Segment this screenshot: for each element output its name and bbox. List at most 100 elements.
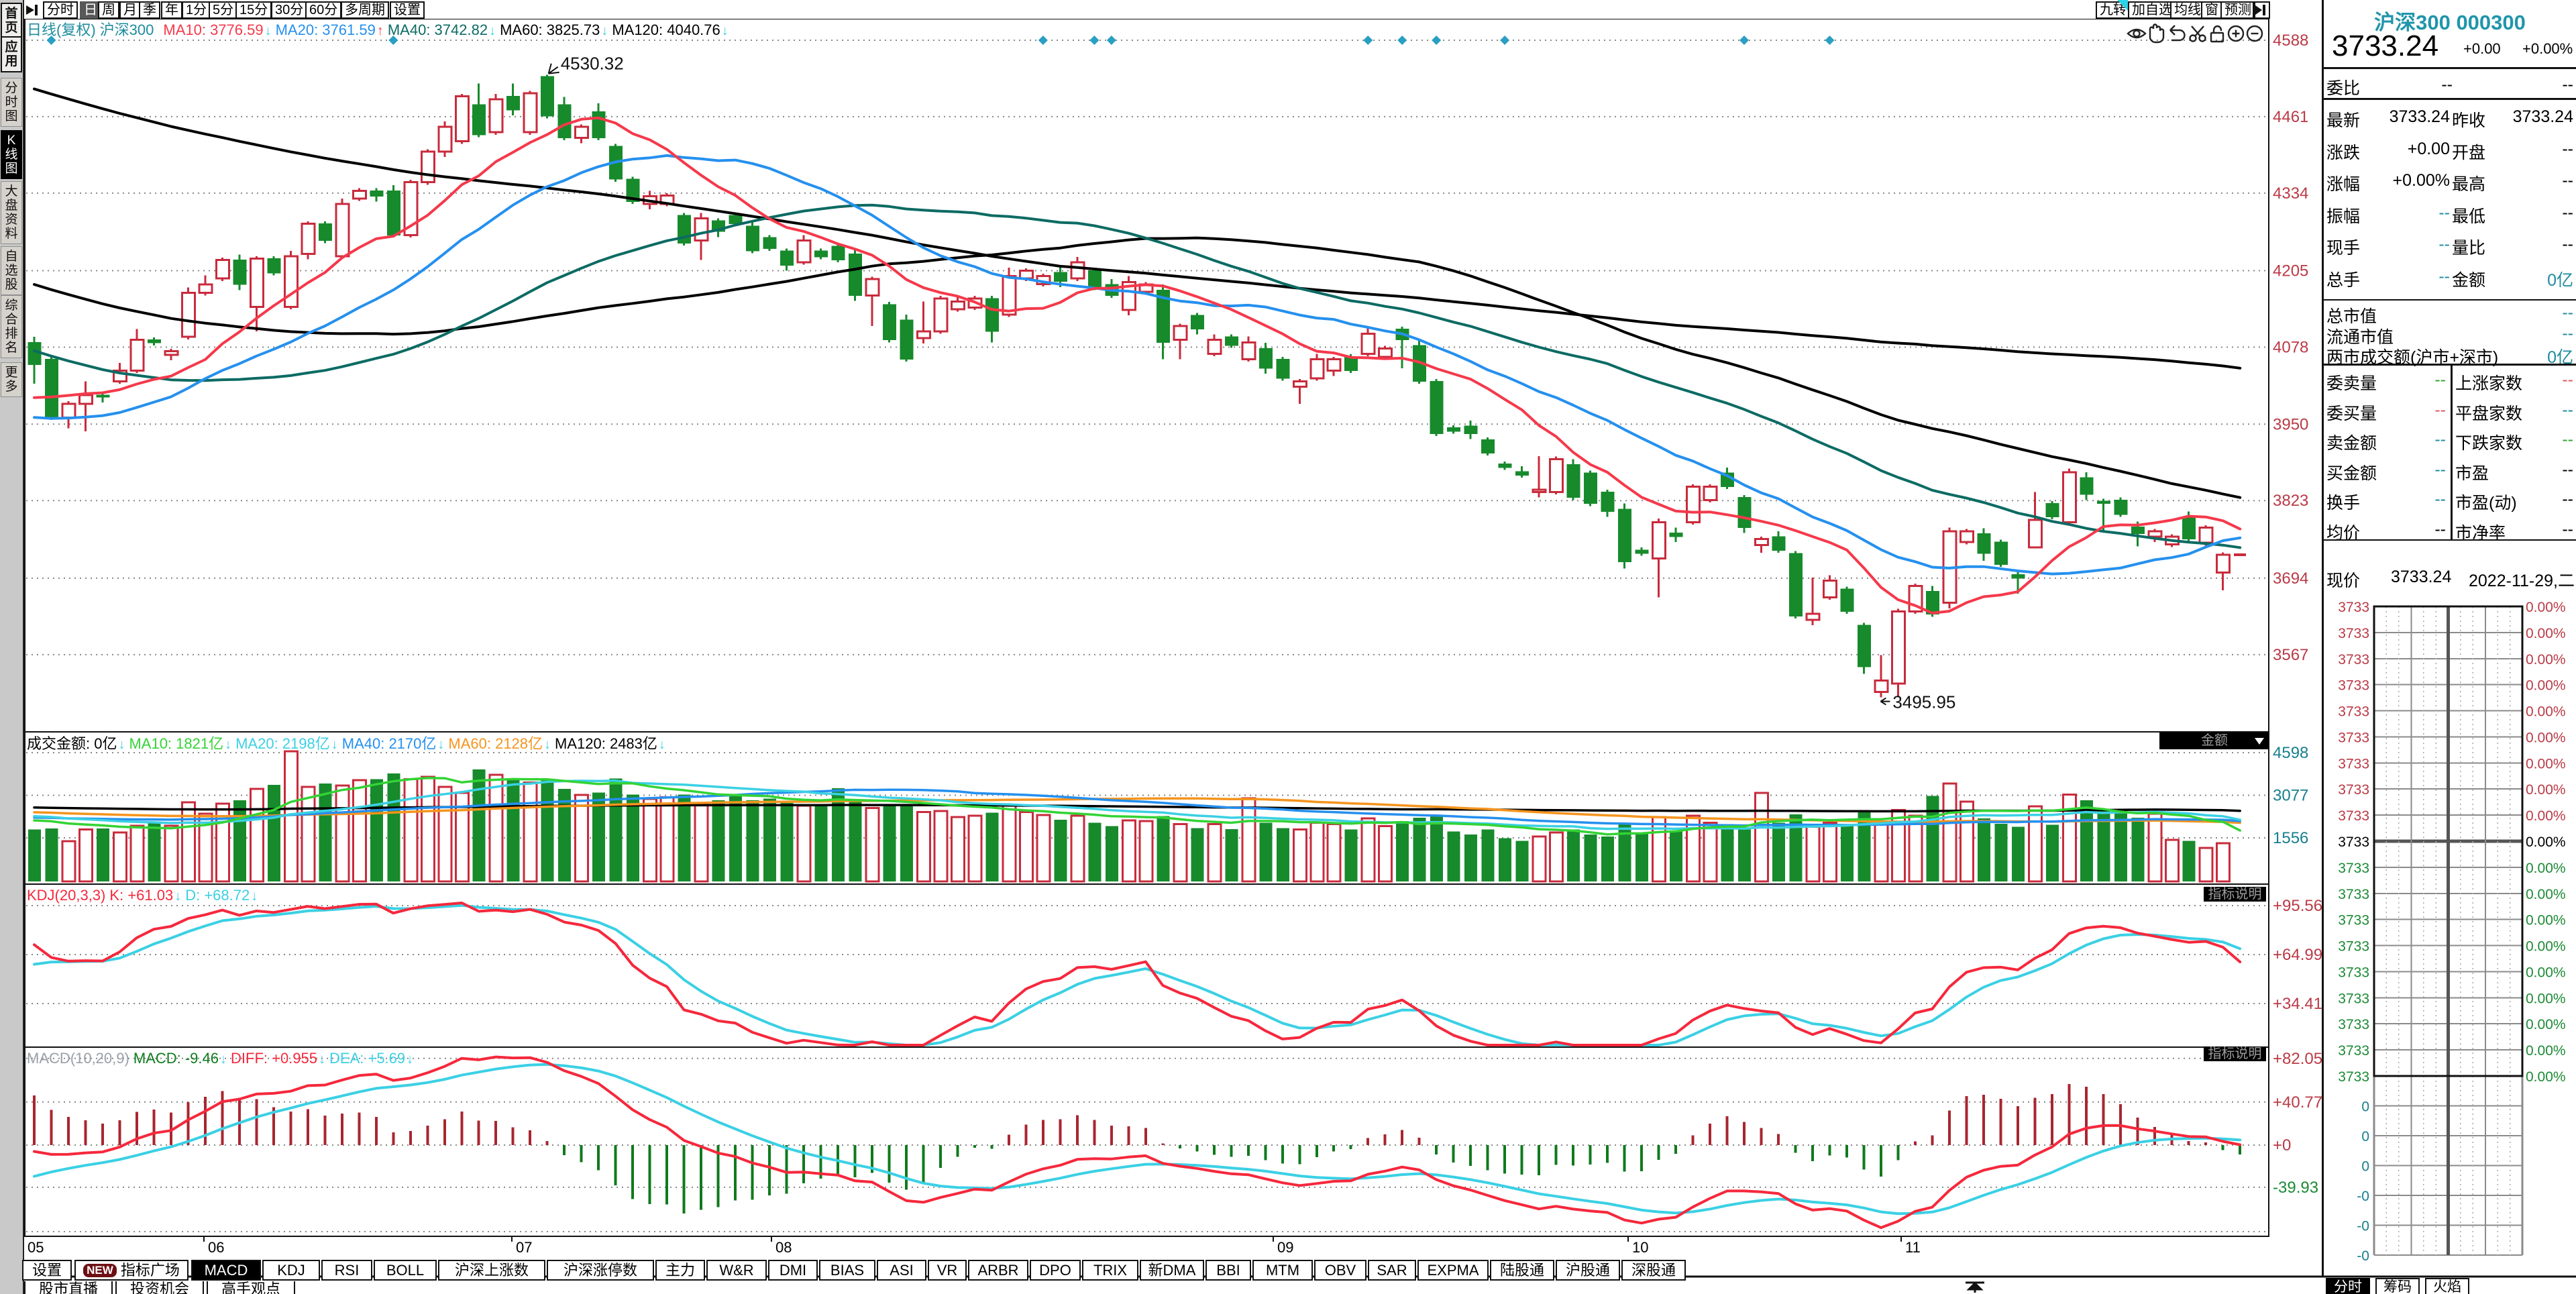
sidebar-item-K线图[interactable]: K线图 <box>1 130 22 179</box>
indicator-tab-ARBR[interactable]: ARBR <box>968 1260 1028 1281</box>
indicator-tab-OBV[interactable]: OBV <box>1314 1260 1366 1281</box>
period-tab-日[interactable]: 日 <box>80 1 101 19</box>
macd-indicator-help-button[interactable]: 指标说明 <box>2204 1046 2266 1061</box>
sidebar-item-大盘资料[interactable]: 大盘资料 <box>1 181 22 244</box>
volume-amount-dropdown[interactable]: 金额 <box>2159 733 2269 749</box>
period-tab-多周期[interactable]: 多周期 <box>341 1 389 19</box>
indicator-tab-ASI[interactable]: ASI <box>877 1260 926 1281</box>
period-tab-年[interactable]: 年 <box>161 1 182 19</box>
x-axis-year-11: 11 <box>1905 1239 1921 1256</box>
mini-intraday-chart[interactable]: 3733 0.00% 3733 0.00% 3733 0.00% 3733 0.00% 3733… <box>2338 600 2565 1264</box>
volume-bar-down <box>609 778 623 881</box>
period-tab-60分[interactable]: 60分 <box>305 1 342 19</box>
toolbar-button-均线[interactable]: 均线 <box>2170 1 2205 19</box>
indicator-tab-沪股通[interactable]: 沪股通 <box>1556 1260 1620 1281</box>
indicator-tab-BBI[interactable]: BBI <box>1205 1260 1251 1281</box>
sidebar-item-首页[interactable]: 首页 <box>1 3 22 39</box>
indicator-tab-BOLL[interactable]: BOLL <box>374 1260 437 1281</box>
volume-bar-up <box>523 781 538 883</box>
quote-label-振幅: 振幅 <box>2326 207 2361 226</box>
collapse-up-icon[interactable] <box>1966 1281 1984 1293</box>
bottom-link-高手观点[interactable]: 高手观点 <box>207 1281 295 1294</box>
indicator-tab-主力[interactable]: 主力 <box>655 1260 705 1281</box>
indicator-tab-EXPMA[interactable]: EXPMA <box>1417 1260 1489 1281</box>
toolbar-button-加自选[interactable]: 加自选 <box>2128 1 2176 19</box>
indicator-tab-沪深涨停数[interactable]: 沪深涨停数 <box>547 1260 654 1281</box>
indicator-tab-TRIX[interactable]: TRIX <box>1082 1260 1138 1281</box>
candle-body-up <box>249 258 264 308</box>
volume-bar-up <box>1002 804 1017 883</box>
zoom-in-icon[interactable] <box>2227 25 2245 42</box>
indicator-tab-VR[interactable]: VR <box>928 1260 967 1281</box>
sidebar-item-更多[interactable]: 更多 <box>1 362 22 397</box>
indicator-tab-W&R[interactable]: W&R <box>706 1260 767 1281</box>
candle-body-up <box>523 92 538 133</box>
hand-icon[interactable] <box>2149 23 2165 44</box>
lock-icon[interactable] <box>2210 25 2224 43</box>
candle-body-down <box>472 104 486 136</box>
volume-vma20-line <box>33 779 2241 830</box>
period-tab-季[interactable]: 季 <box>139 1 160 19</box>
sidebar-item-应用[interactable]: 应用 <box>1 36 22 72</box>
macd-item1-value: MACD: -9.46 <box>133 1050 219 1067</box>
mini-chart-tab-筹码[interactable]: 筹码 <box>2375 1278 2420 1294</box>
period-tab-周[interactable]: 周 <box>98 1 119 19</box>
period-tab-月[interactable]: 月 <box>119 1 141 19</box>
indicator-tab-SAR[interactable]: SAR <box>1368 1260 1416 1281</box>
scissors-icon[interactable] <box>2189 25 2206 42</box>
period-tab-5分[interactable]: 5分 <box>209 1 238 19</box>
jump-to-latest-icon[interactable] <box>2253 1 2270 19</box>
eye-icon[interactable] <box>2127 28 2147 39</box>
zoom-out-icon[interactable] <box>2246 25 2263 42</box>
skip-forward-icon[interactable] <box>24 1 42 19</box>
period-tab-1分[interactable]: 1分 <box>182 1 211 19</box>
indicator-plaza-tab[interactable]: NEW 指标广场 <box>74 1260 189 1281</box>
bottom-link-股市直播[interactable]: 股市直播 <box>24 1281 113 1294</box>
volume-bar-up <box>1942 782 1957 883</box>
indicator-tab-MTM[interactable]: MTM <box>1252 1260 1313 1281</box>
toolbar-button-预测[interactable]: 预测 <box>2220 1 2255 19</box>
period-tab-30分[interactable]: 30分 <box>271 1 308 19</box>
indicator-tab-沪深上涨数[interactable]: 沪深上涨数 <box>438 1260 545 1281</box>
axis-label: +40.77 <box>2273 1093 2322 1112</box>
volume-bar-up <box>1908 814 1923 883</box>
undo-icon[interactable] <box>2169 25 2186 42</box>
bottom-link-投资机会[interactable]: 投资机会 <box>115 1281 204 1294</box>
indicator-tab-MACD[interactable]: MACD <box>191 1260 261 1281</box>
indicator-tab-陆股通[interactable]: 陆股通 <box>1490 1260 1554 1281</box>
candle-body-up <box>1890 610 1906 685</box>
quote-panel-separator <box>2324 539 2576 541</box>
mini-chart-tab-分时[interactable]: 分时 <box>2326 1278 2370 1294</box>
toolbar-button-九转[interactable]: 九转 <box>2096 1 2131 19</box>
indicator-tab-RSI[interactable]: RSI <box>321 1260 372 1281</box>
volume-bar-down <box>2097 810 2110 881</box>
volume-bar-down <box>96 828 109 881</box>
indicator-tab-深股通[interactable]: 深股通 <box>1621 1260 1686 1281</box>
quote-panel-separator <box>2324 299 2576 301</box>
period-tab-15分[interactable]: 15分 <box>235 1 272 19</box>
indicator-settings-button[interactable]: 设置 <box>22 1260 72 1281</box>
high-annotation: 4530.32 <box>561 54 624 74</box>
candle-body-down <box>1601 492 1615 512</box>
indicator-tab-KDJ[interactable]: KDJ <box>262 1260 320 1281</box>
sidebar-item-分时图[interactable]: 分时图 <box>1 78 22 127</box>
kdj-indicator-help-button[interactable]: 指标说明 <box>2204 887 2266 902</box>
indicator-tab-新DMA[interactable]: 新DMA <box>1140 1260 1204 1281</box>
period-tab-分时[interactable]: 分时 <box>43 1 78 19</box>
candle-body-down <box>233 259 247 285</box>
quote-label-最新: 最新 <box>2326 111 2361 130</box>
stat-value-市盈(动): -- <box>2562 490 2573 509</box>
sidebar-item-自选股[interactable]: 自选股 <box>1 246 22 295</box>
sidebar-item-综合排名[interactable]: 综合排名 <box>1 295 22 358</box>
axis-label: +82.05 <box>2273 1050 2322 1068</box>
indicator-tab-DMI[interactable]: DMI <box>768 1260 818 1281</box>
quote-label-昨收: 昨收 <box>2452 111 2486 130</box>
mini-chart-tab-火焰[interactable]: 火焰 <box>2425 1278 2469 1294</box>
quote-value-总手: -- <box>2438 267 2450 286</box>
period-tab-设置[interactable]: 设置 <box>390 1 425 19</box>
price-ma60-line <box>33 236 2242 499</box>
indicator-tab-DPO[interactable]: DPO <box>1030 1260 1081 1281</box>
toolbar-button-窗[interactable]: 窗 <box>2201 1 2222 19</box>
indicator-tab-BIAS[interactable]: BIAS <box>819 1260 875 1281</box>
